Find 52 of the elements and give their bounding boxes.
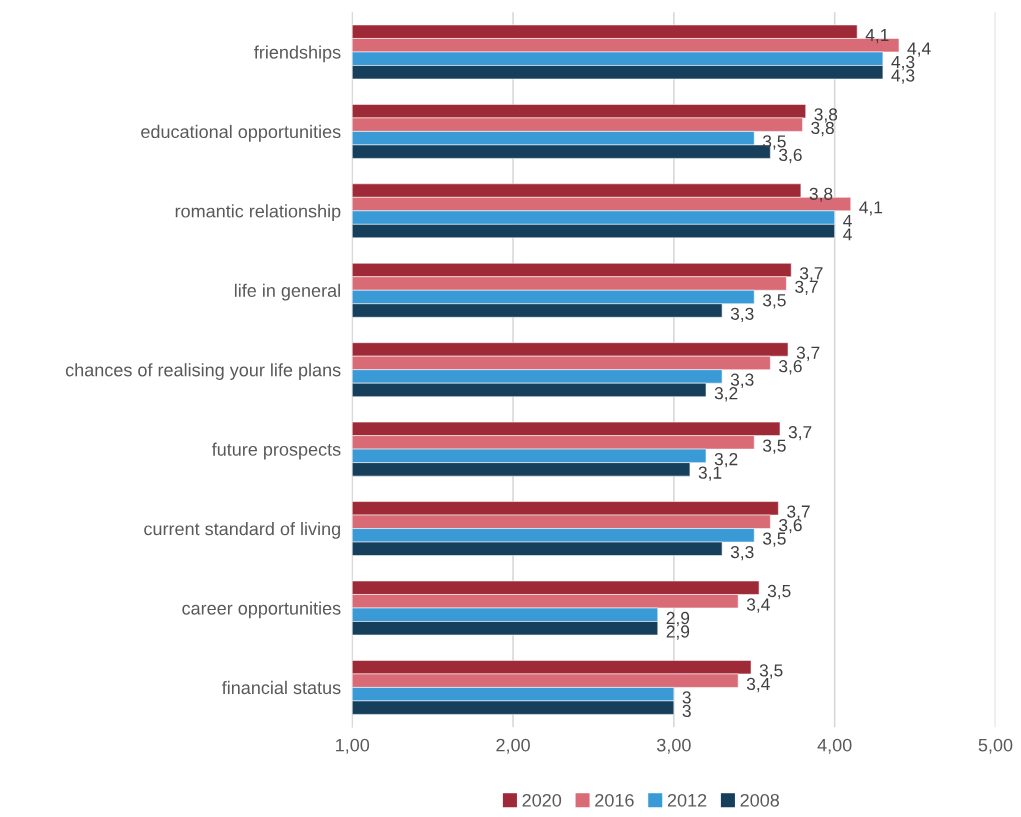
data-label: 4,4 [907,42,931,57]
data-label: 3,3 [730,307,754,322]
legend-label: 2020 [522,793,562,807]
data-label: 3,7 [787,505,810,520]
legend-label: 2016 [595,793,634,807]
data-label: 3,7 [796,346,820,361]
data-label: 3,3 [730,373,754,388]
data-label: 2,9 [666,625,690,640]
data-label: 3,8 [811,121,834,137]
y-tick-label: educational opportunities [141,124,341,142]
data-label: 3,2 [714,453,738,468]
y-tick-label: financial status [221,680,341,695]
data-label: 3,5 [767,584,791,600]
data-label: 3,8 [814,108,838,123]
data-label: 3,3 [730,545,754,561]
data-label: 3,4 [746,677,770,693]
y-tick-label: current standard of living [144,522,340,539]
data-label: 3,6 [779,518,802,534]
data-label: 3,7 [795,280,818,295]
data-label: 3,5 [759,664,783,679]
data-label: 4,3 [891,69,915,84]
data-label: 4,1 [859,201,883,216]
data-label: 4 [843,214,852,227]
data-label: 3,5 [762,532,786,547]
data-label: 3,7 [799,267,823,282]
y-tick-label: romantic relationship [175,204,341,222]
data-label: 3,2 [714,387,738,402]
data-label: 3,4 [746,598,770,613]
y-tick-label: career opportunities [182,601,341,619]
x-tick-label: 3,00 [656,738,691,754]
data-label: 4,3 [891,55,915,71]
x-tick-label: 2,00 [496,738,530,754]
data-label: 2,9 [666,611,690,627]
x-tick-label: 4,00 [817,738,852,754]
data-label: 3,5 [762,135,786,150]
y-tick-label: life in general [234,283,340,301]
legend-label: 2012 [667,793,707,807]
y-tick-label: chances of realising your life plans [65,363,341,380]
x-tick-label: 1,00 [336,738,370,754]
data-label: 4 [843,228,852,241]
data-label: 3,1 [698,466,722,481]
y-tick-label: friendships [254,45,341,63]
data-label: 3,5 [762,294,786,309]
y-tick-label: future prospects [211,442,341,460]
legend-label: 2008 [740,793,780,807]
data-label: 3,5 [762,439,786,454]
data-label: 3 [682,691,691,704]
x-tick-label: 5,00 [978,738,1013,754]
data-label: 3 [682,704,691,718]
data-label: 3,6 [779,360,802,375]
data-label: 3,6 [779,148,802,164]
data-label: 3,7 [788,426,812,441]
